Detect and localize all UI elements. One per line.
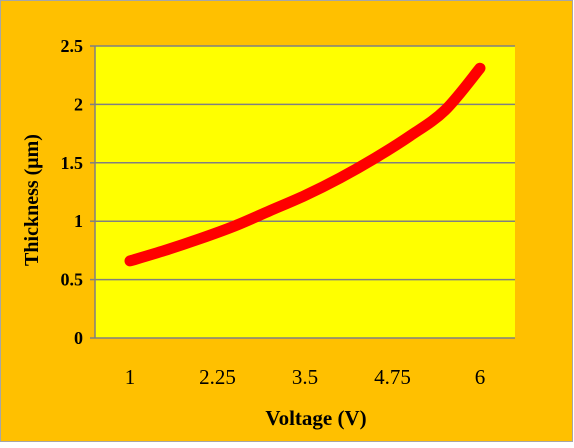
y-tick-label: 1.5	[61, 153, 84, 173]
x-tick-label: 3.5	[292, 365, 318, 389]
x-tick-label: 4.75	[374, 365, 411, 389]
y-tick-label: 0.5	[61, 270, 84, 290]
x-tick-label: 1	[125, 365, 136, 389]
y-axis-title: Thickness (μm)	[21, 134, 43, 266]
x-axis-title: Voltage (V)	[265, 406, 366, 430]
tick-labels: 0 0.5 1 1.5 2 2.5 1 2.25 3.5 4.75 6	[61, 36, 486, 389]
series-line	[124, 62, 486, 267]
x-tick-label: 6	[475, 365, 486, 389]
y-tick-label: 2	[74, 94, 83, 114]
y-tick-label: 2.5	[61, 36, 84, 56]
y-tick-label: 0	[74, 328, 83, 348]
axes	[90, 45, 515, 339]
x-tick-label: 2.25	[199, 365, 236, 389]
series-layer	[124, 62, 486, 267]
y-tick-label: 1	[74, 211, 83, 231]
